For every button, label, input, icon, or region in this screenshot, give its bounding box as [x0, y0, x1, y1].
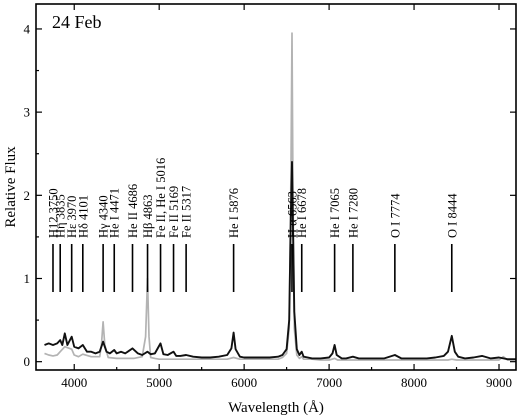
line-label-6: He I 4471	[108, 188, 122, 238]
x-tick-label-2: 5000	[146, 375, 172, 390]
line-label-9: Fe II, He I 5016	[154, 158, 168, 238]
line-label-7: He II 4686	[126, 184, 140, 238]
panel-title: 24 Feb	[52, 12, 102, 32]
y-tick-label-4: 3	[24, 105, 31, 120]
series-layer	[44, 32, 516, 361]
x-tick-label-5: 8000	[401, 375, 427, 390]
y-tick-label-1: 0	[24, 354, 31, 369]
x-tick-label-4: 7000	[316, 375, 342, 390]
line-label-10: Fe II 5169	[167, 186, 181, 238]
line-label-5: Hγ 4340	[97, 195, 111, 238]
tick-layer: 4000 5000 6000 7000 8000 9000 0 1 2 3 4	[24, 4, 516, 390]
x-tick-label-1: 4000	[61, 375, 87, 390]
line-label-4: Hδ 4101	[76, 195, 90, 238]
line-label-13: H α 6563	[285, 191, 299, 238]
line-label-8: Hβ 4863	[141, 194, 155, 238]
x-tick-label-3: 6000	[231, 375, 257, 390]
y-tick-label-3: 2	[24, 188, 31, 203]
x-tick-label-6: 9000	[486, 375, 512, 390]
y-tick-label-5: 4	[24, 21, 31, 36]
spectrum-series-2	[44, 32, 516, 361]
line-label-14: He I 6678	[295, 188, 309, 238]
line-label-16: He I 7280	[346, 188, 360, 238]
line-label-17: O I 7774	[388, 193, 402, 238]
line-label-15: He I 7065	[328, 188, 342, 238]
x-axis-title: Wavelength (Å)	[228, 400, 324, 416]
line-label-11: Fe II 5317	[180, 186, 194, 238]
line-label-3: Hε 3970	[65, 196, 79, 238]
line-label-12: He I 5876	[227, 188, 241, 238]
line-label-18: O I 8444	[445, 193, 459, 238]
spectrum-series-1	[44, 161, 516, 361]
plot-frame	[35, 3, 517, 371]
line-label-1: H12 3750	[46, 188, 60, 238]
line-label-2: Hη 3835	[54, 194, 68, 238]
y-axis-title: Relative Flux	[3, 146, 19, 228]
y-tick-label-2: 1	[24, 271, 31, 286]
